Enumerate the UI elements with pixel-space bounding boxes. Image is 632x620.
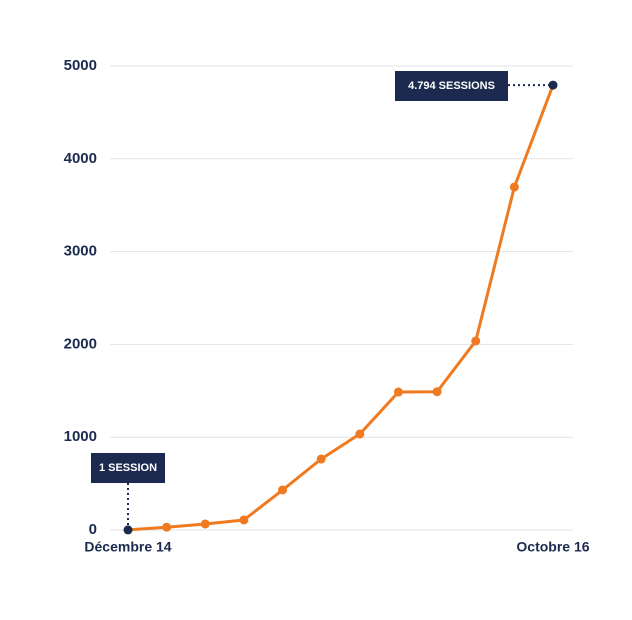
point bbox=[548, 80, 558, 90]
point bbox=[200, 519, 210, 529]
point bbox=[316, 454, 326, 464]
y-tick-label: 2000 bbox=[64, 335, 97, 352]
point bbox=[432, 387, 442, 397]
y-tick-label: 1000 bbox=[64, 428, 97, 445]
point bbox=[123, 525, 133, 535]
annotation: 1 SESSION bbox=[99, 462, 157, 474]
point bbox=[509, 182, 519, 192]
annotation-box bbox=[91, 453, 165, 483]
point bbox=[239, 515, 249, 525]
x-tick-label: Octobre 16 bbox=[516, 539, 589, 555]
point bbox=[393, 387, 403, 397]
point bbox=[162, 522, 172, 532]
y-tick-label: 0 bbox=[89, 521, 97, 538]
line bbox=[127, 84, 555, 532]
annotation-box bbox=[395, 71, 508, 101]
point bbox=[278, 485, 288, 495]
annotation: 4.794 SESSIONS bbox=[408, 80, 495, 92]
x-tick-label: Décembre 14 bbox=[84, 539, 171, 555]
y-tick-label: 5000 bbox=[64, 57, 97, 74]
point bbox=[355, 429, 365, 439]
point bbox=[471, 336, 481, 346]
y-tick-label: 4000 bbox=[64, 150, 97, 167]
y-tick-label: 3000 bbox=[64, 243, 97, 260]
